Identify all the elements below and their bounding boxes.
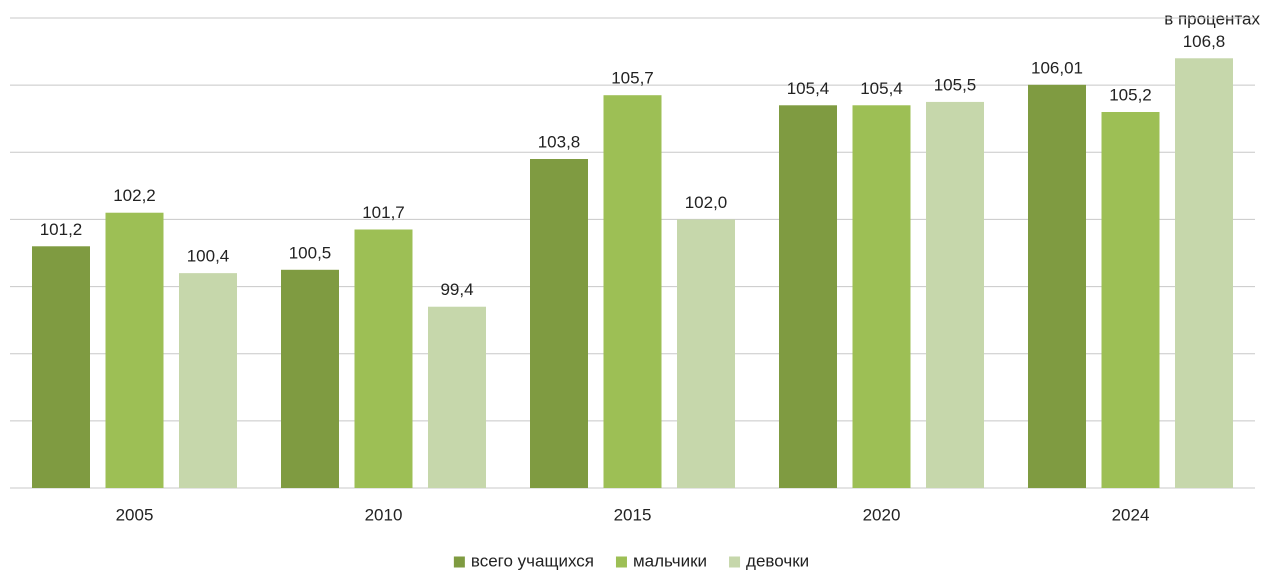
value-label: 105,5 (934, 75, 977, 94)
legend-label: всего учащихся (471, 551, 594, 570)
bar (779, 105, 837, 489)
value-label: 106,8 (1183, 32, 1226, 51)
legend-swatch (453, 556, 465, 568)
bar (354, 229, 413, 488)
bar (1028, 84, 1086, 489)
value-label: 103,8 (538, 132, 581, 151)
x-tick-label: 2005 (116, 505, 154, 524)
bar (926, 101, 984, 488)
legend-swatch (615, 556, 627, 568)
bar (603, 95, 662, 488)
value-label: 105,7 (611, 69, 654, 88)
value-label: 101,2 (40, 220, 83, 239)
legend: всего учащихся мальчики девочки (453, 551, 809, 570)
value-label: 105,4 (787, 79, 830, 98)
value-label: 100,5 (289, 243, 332, 262)
bar (530, 159, 588, 488)
value-label: 101,7 (362, 203, 405, 222)
bar (677, 219, 735, 488)
value-label: 100,4 (187, 247, 230, 266)
x-tick-label: 2024 (1112, 505, 1150, 524)
x-tick-label: 2020 (863, 505, 901, 524)
value-label: 99,4 (440, 280, 473, 299)
bar (281, 269, 339, 488)
value-label: 105,2 (1109, 85, 1152, 104)
bar (852, 105, 911, 489)
bar (1175, 58, 1233, 489)
bar (1101, 112, 1160, 488)
annotation: в процентах (1164, 9, 1260, 28)
bar (32, 246, 90, 488)
bar (428, 306, 486, 488)
value-label: 105,4 (860, 79, 903, 98)
bar (179, 273, 237, 488)
value-label: 102,2 (113, 186, 156, 205)
x-tick-label: 2010 (365, 505, 403, 524)
x-tick-label: 2015 (614, 505, 652, 524)
value-label: 102,0 (685, 193, 728, 212)
legend-swatch (729, 556, 741, 568)
legend-label: девочки (746, 551, 809, 570)
bar (105, 212, 164, 488)
value-label: 106,01 (1031, 58, 1083, 77)
legend-label: мальчики (633, 551, 707, 570)
